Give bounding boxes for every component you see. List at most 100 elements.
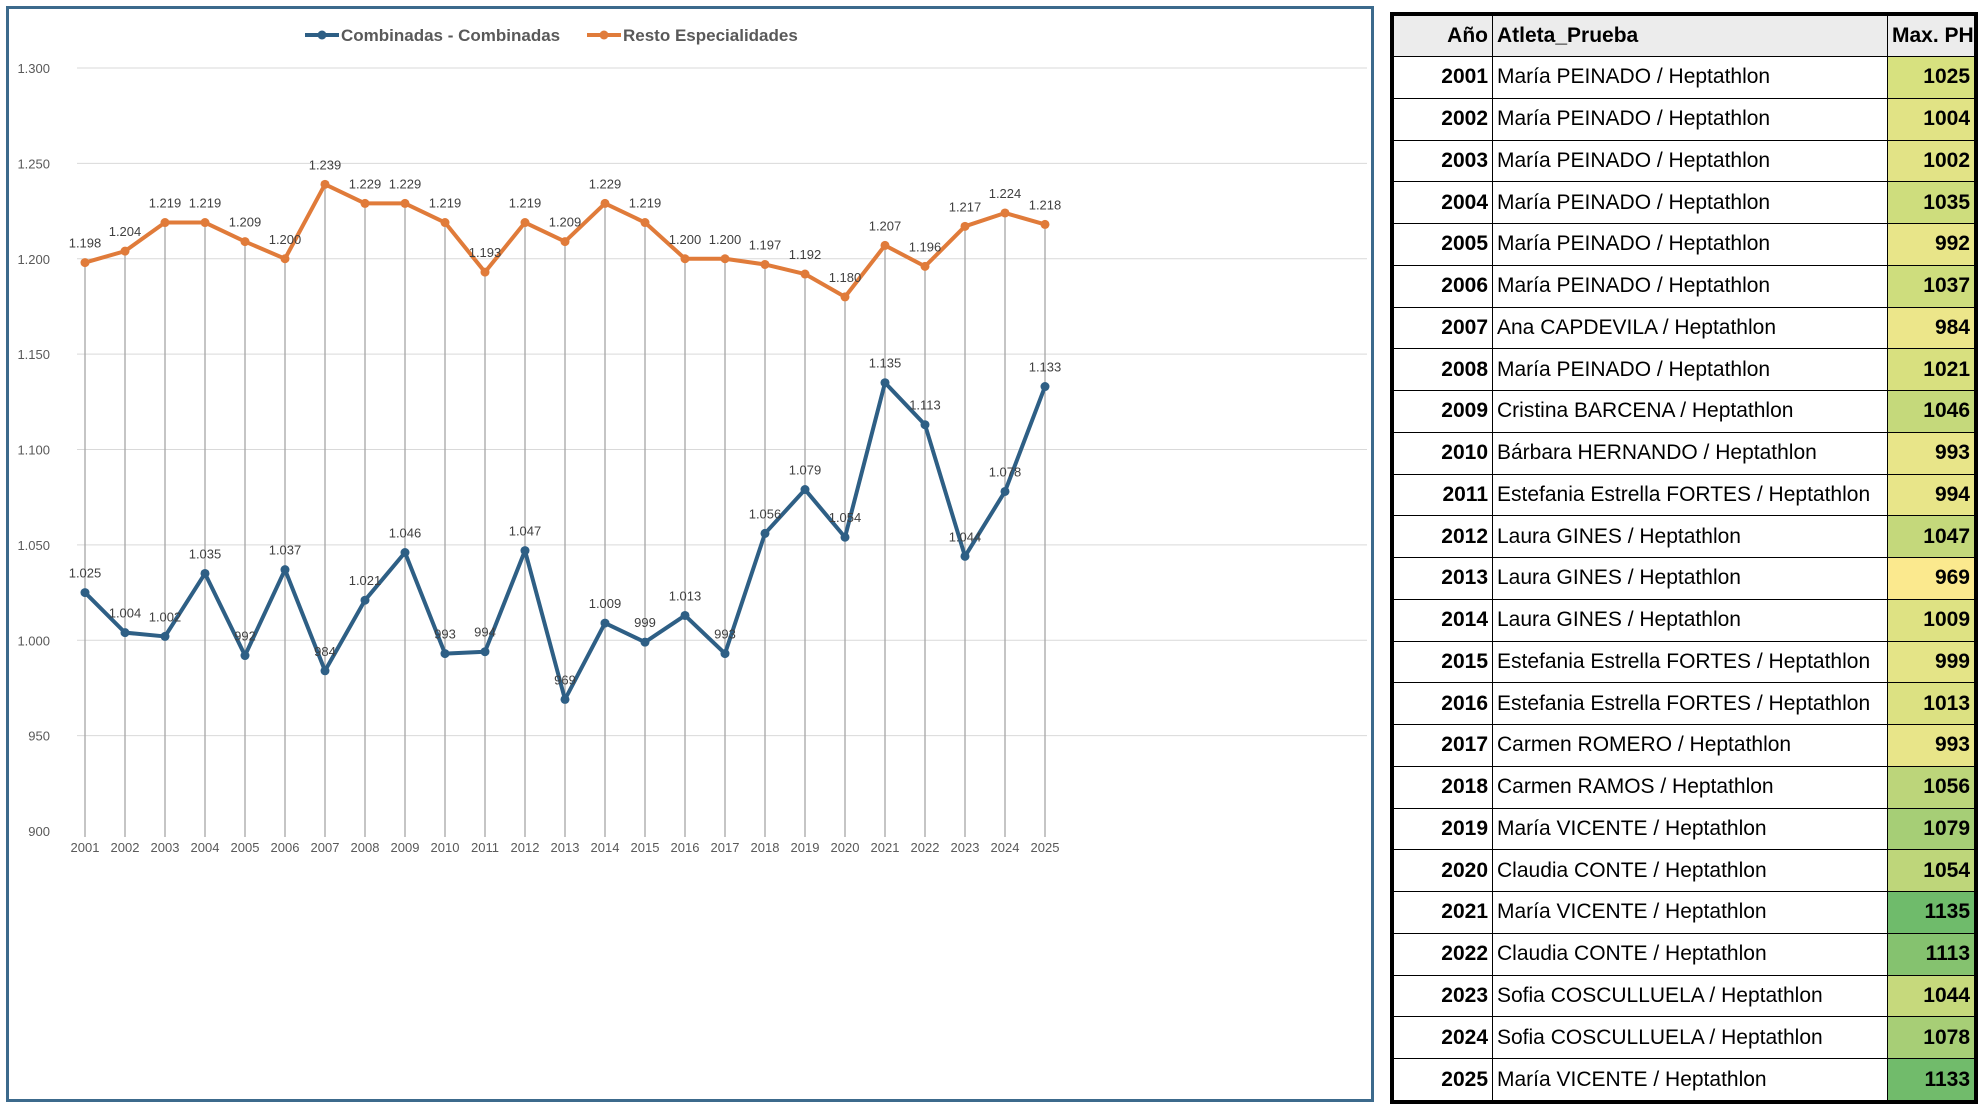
data-point	[1000, 486, 1010, 496]
chart-series	[80, 179, 1050, 704]
data-label: 1.219	[189, 196, 222, 211]
data-point	[360, 595, 370, 605]
cell-year: 2004	[1393, 181, 1493, 224]
y-tick-label: 900	[28, 824, 50, 839]
cell-year: 2023	[1393, 974, 1493, 1018]
y-tick-label: 1.000	[17, 633, 50, 648]
cell-athlete: Ana CAPDEVILA / Heptathlon	[1492, 306, 1888, 350]
cell-year: 2018	[1393, 765, 1493, 809]
data-label: 1.200	[709, 232, 742, 247]
data-point	[520, 218, 530, 228]
data-label: 969	[554, 672, 576, 687]
y-tick-label: 950	[28, 729, 50, 744]
data-point	[480, 267, 490, 277]
data-point	[800, 485, 810, 495]
cell-max-ph: 1044	[1887, 974, 1975, 1018]
data-point	[920, 261, 930, 271]
ranking-table-panel: Año Atleta_Prueba Max. PH 2001 María PEIN…	[1390, 12, 1978, 1104]
table-row: 2023 Sofia COSCULLUELA / Heptathlon 1044	[1393, 974, 1975, 1018]
cell-year: 2020	[1393, 849, 1493, 892]
data-label: 1.209	[229, 215, 262, 230]
cell-year: 2008	[1393, 348, 1493, 391]
chart-legend: Combinadas - Combinadas Resto Especialida…	[305, 26, 798, 45]
data-point	[920, 420, 930, 430]
cell-max-ph: 1021	[1887, 348, 1975, 391]
data-point	[440, 218, 450, 228]
data-point	[840, 532, 850, 542]
cell-max-ph: 1002	[1887, 139, 1975, 183]
data-point	[240, 651, 250, 661]
data-point	[200, 218, 210, 228]
data-point	[520, 546, 530, 556]
data-point	[160, 631, 170, 641]
data-label: 1.219	[509, 196, 542, 211]
y-tick-label: 1.200	[17, 252, 50, 267]
y-axis: 900 950 1.000 1.050 1.100 1.150 1.200 1.250 1.30…	[17, 61, 50, 839]
data-point	[80, 588, 90, 598]
cell-year: 2006	[1393, 264, 1493, 308]
x-tick-label: 2017	[711, 840, 740, 855]
data-point	[760, 528, 770, 538]
table-row: 2012 Laura GINES / Heptathlon 1047	[1393, 515, 1975, 558]
data-label: 1.229	[589, 176, 622, 191]
table-row: 2014 Laura GINES / Heptathlon 1009	[1393, 598, 1975, 642]
data-label: 1.078	[989, 464, 1022, 479]
data-point	[640, 637, 650, 647]
table-row: 2015 Estefania Estrella FORTES / Heptathl…	[1393, 640, 1975, 684]
data-point	[440, 649, 450, 659]
data-point	[560, 694, 570, 704]
chart-gridlines	[77, 67, 1367, 737]
cell-max-ph: 1046	[1887, 390, 1975, 433]
table-row: 2003 María PEINADO / Heptathlon 1002	[1393, 139, 1975, 183]
cell-max-ph: 994	[1887, 473, 1975, 517]
data-point	[1040, 382, 1050, 392]
cell-athlete: Laura GINES / Heptathlon	[1492, 557, 1888, 600]
cell-athlete: María PEINADO / Heptathlon	[1492, 97, 1888, 141]
cell-year: 2016	[1393, 682, 1493, 725]
cell-max-ph: 1135	[1887, 891, 1975, 934]
cell-max-ph: 993	[1887, 431, 1975, 475]
data-point	[1040, 219, 1050, 229]
table-row: 2017 Carmen ROMERO / Heptathlon 993	[1393, 724, 1975, 767]
data-point	[960, 221, 970, 231]
data-point	[320, 666, 330, 676]
data-label: 1.046	[389, 526, 422, 541]
cell-year: 2021	[1393, 891, 1493, 934]
table-row: 2019 María VICENTE / Heptathlon 1079	[1393, 807, 1975, 851]
header-max-ph: Max. PH	[1887, 15, 1975, 57]
x-tick-label: 2022	[911, 840, 940, 855]
data-point	[680, 610, 690, 620]
x-tick-label: 2018	[751, 840, 780, 855]
cell-year: 2019	[1393, 807, 1493, 851]
cell-athlete: María VICENTE / Heptathlon	[1492, 807, 1888, 851]
data-point	[240, 237, 250, 247]
data-point	[600, 198, 610, 208]
data-label: 1.198	[69, 236, 102, 251]
data-point	[360, 198, 370, 208]
x-tick-label: 2019	[791, 840, 820, 855]
x-tick-label: 2024	[991, 840, 1020, 855]
x-axis: 2001 2002 2003 2004 2005 2006 2007 2008 2009 2010…	[71, 840, 1060, 855]
data-label: 1.056	[749, 506, 782, 521]
data-label: 1.207	[869, 218, 902, 233]
cell-athlete: Estefania Estrella FORTES / Heptathlon	[1492, 682, 1888, 725]
data-point	[600, 618, 610, 628]
cell-max-ph: 1056	[1887, 765, 1975, 809]
table-row: 2002 María PEINADO / Heptathlon 1004	[1393, 97, 1975, 141]
cell-year: 2005	[1393, 223, 1493, 266]
data-label: 1.193	[469, 245, 502, 260]
x-tick-label: 2014	[591, 840, 620, 855]
x-tick-label: 2003	[151, 840, 180, 855]
data-point	[200, 568, 210, 578]
data-label: 993	[714, 627, 736, 642]
data-label: 1.054	[829, 510, 862, 525]
cell-max-ph: 1054	[1887, 849, 1975, 892]
data-label: 999	[634, 615, 656, 630]
y-tick-label: 1.050	[17, 538, 50, 553]
cell-athlete: Cristina BARCENA / Heptathlon	[1492, 390, 1888, 433]
data-label: 1.044	[949, 529, 982, 544]
cell-athlete: María PEINADO / Heptathlon	[1492, 181, 1888, 224]
data-label: 1.002	[149, 609, 182, 624]
data-label: 1.079	[789, 463, 822, 478]
data-point	[280, 254, 290, 264]
